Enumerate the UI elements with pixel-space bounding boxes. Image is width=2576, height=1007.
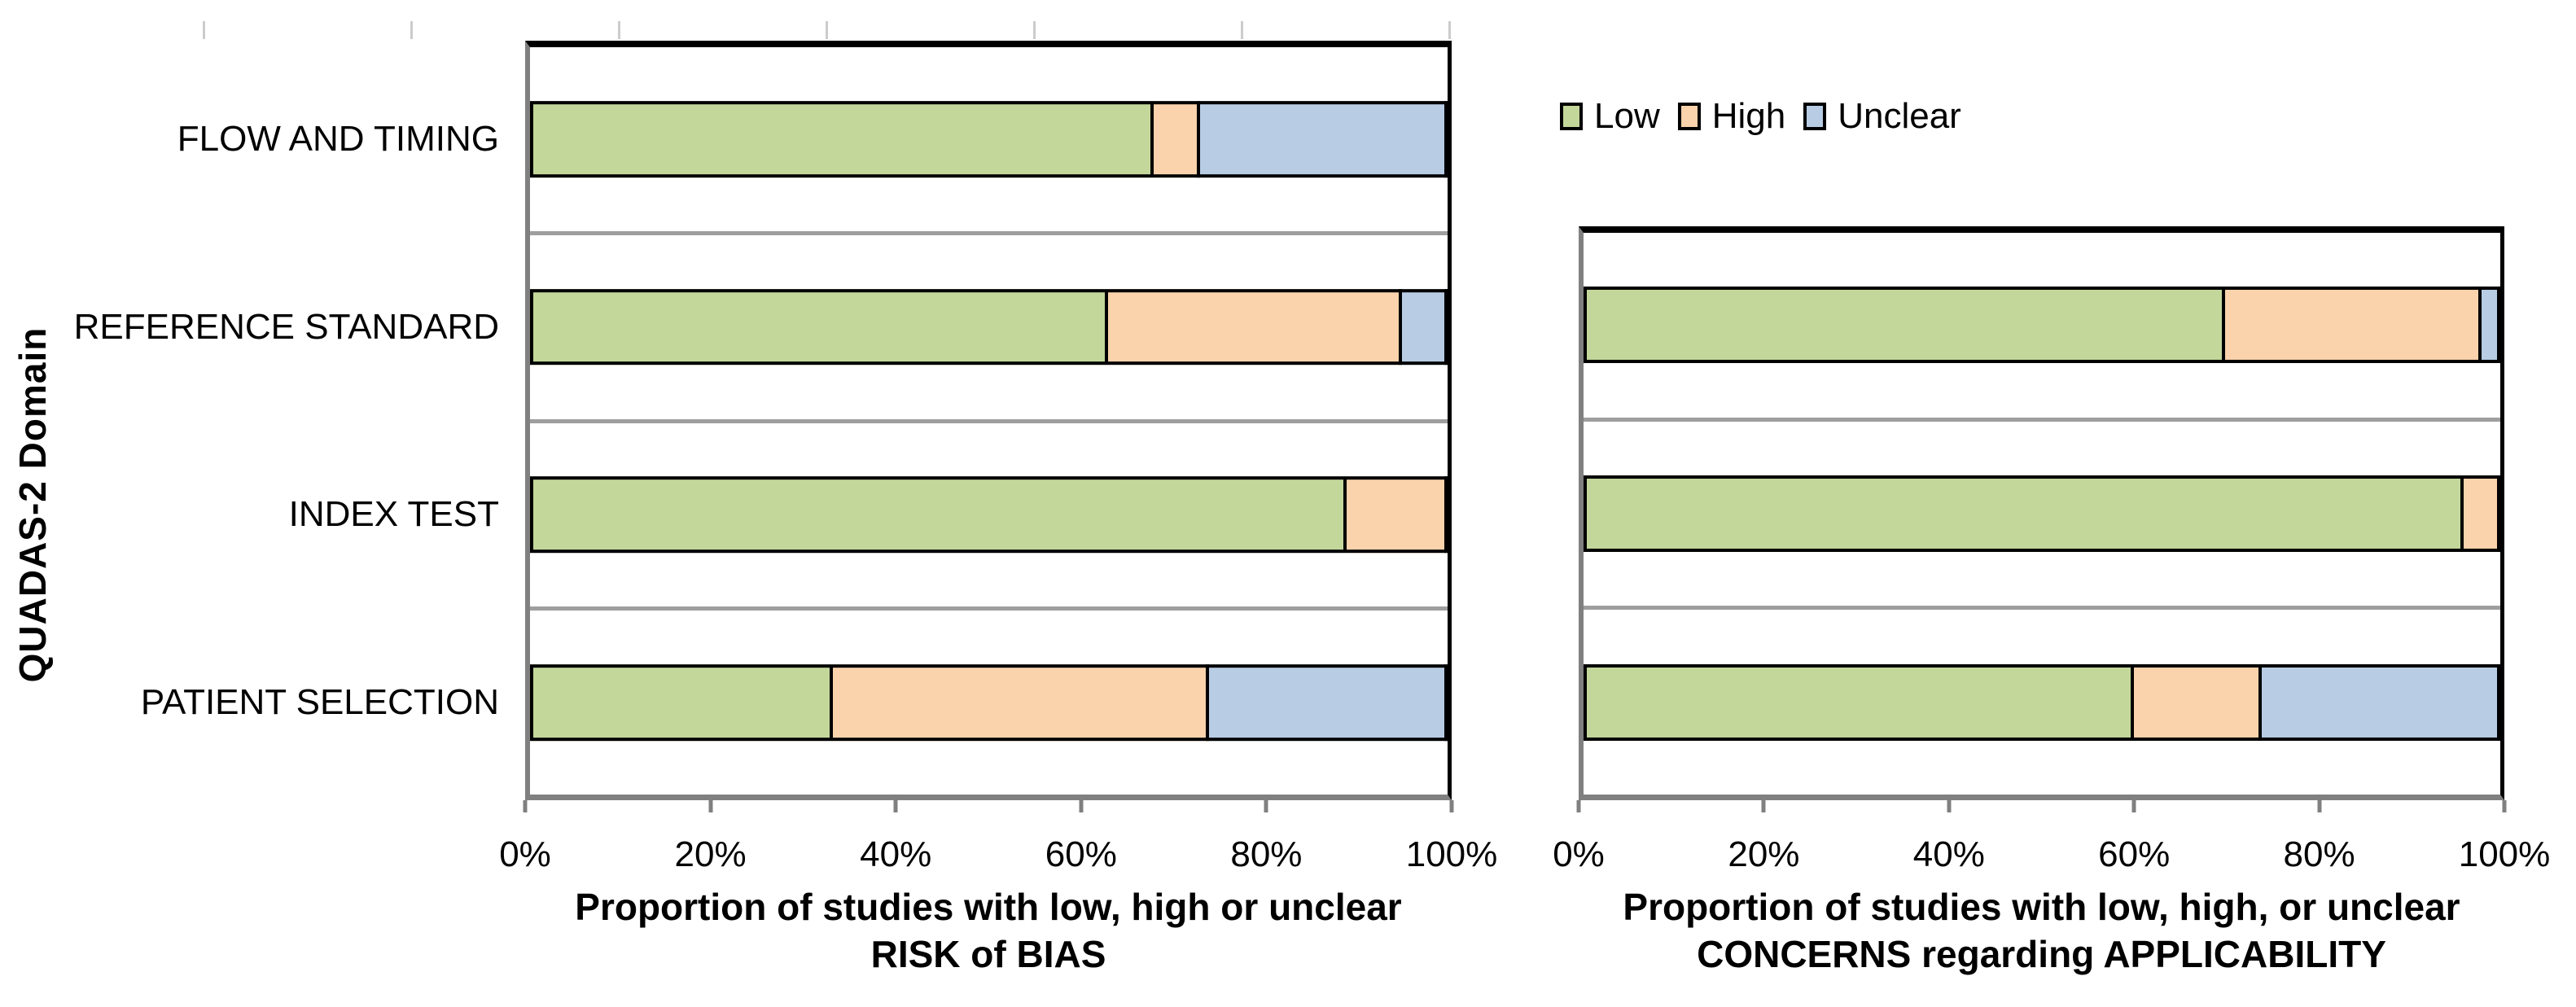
legend-swatch-low-icon bbox=[1560, 103, 1583, 130]
legend: Low High Unclear bbox=[1560, 96, 1961, 137]
x-axis-title: Proportion of studies with low, high, or… bbox=[1579, 883, 2504, 978]
x-axis-tick-label: 60% bbox=[1045, 834, 1117, 874]
stacked-bar bbox=[530, 476, 1448, 554]
artifact-tick bbox=[1241, 21, 1243, 39]
x-axis-tick bbox=[708, 800, 713, 812]
x-axis-tick bbox=[1079, 800, 1084, 812]
artifact-tick bbox=[203, 21, 205, 39]
category-label: FLOW AND TIMING bbox=[177, 118, 499, 159]
stacked-bar bbox=[1584, 475, 2500, 553]
category-band: REFERENCE STANDARD bbox=[74, 230, 1448, 419]
bar-segment-low bbox=[530, 664, 833, 741]
x-axis-title-line1: Proportion of studies with low, high or … bbox=[575, 886, 1402, 928]
x-axis-tick-label: 0% bbox=[1553, 834, 1605, 874]
artifact-tick bbox=[1033, 21, 1036, 39]
x-axis-tick bbox=[1947, 800, 1952, 812]
x-axis-tick-label: 20% bbox=[1728, 834, 1800, 874]
category-label: REFERENCE STANDARD bbox=[73, 306, 499, 347]
x-axis-tick bbox=[1449, 800, 1454, 812]
bar-segment-unclear bbox=[2482, 287, 2500, 364]
bar-segment-high bbox=[2463, 475, 2500, 553]
x-axis-tick bbox=[1761, 800, 1766, 812]
category-band: INDEX TEST bbox=[289, 418, 1448, 607]
stacked-bar bbox=[530, 664, 1448, 741]
category-band bbox=[1584, 606, 2500, 795]
y-axis-title: QUADAS-2 Domain bbox=[11, 326, 54, 683]
category-label: PATIENT SELECTION bbox=[140, 682, 499, 723]
x-axis-tick-label: 80% bbox=[1230, 834, 1303, 874]
x-axis-tick bbox=[1264, 800, 1268, 812]
bar-segment-high bbox=[1347, 476, 1448, 554]
category-label: INDEX TEST bbox=[288, 494, 499, 535]
x-axis-tick-label: 0% bbox=[499, 834, 551, 874]
x-axis-tick-label: 100% bbox=[1405, 834, 1498, 874]
x-axis-title-line2: RISK of BIAS bbox=[870, 933, 1106, 975]
artifact-tick bbox=[826, 21, 828, 39]
category-band bbox=[1584, 233, 2500, 418]
plot-area bbox=[1579, 226, 2504, 800]
category-band bbox=[1584, 417, 2500, 606]
bar-segment-low bbox=[530, 101, 1154, 177]
bar-segment-low bbox=[1584, 475, 2464, 553]
x-axis-title-line1: Proportion of studies with low, high, or… bbox=[1623, 886, 2460, 928]
bar-segment-high bbox=[832, 664, 1209, 741]
category-band: PATIENT SELECTION bbox=[141, 606, 1448, 795]
plot-area: FLOW AND TIMING REFERENCE STANDARD INDEX T… bbox=[74, 41, 1452, 800]
bar-segment-high bbox=[2225, 287, 2482, 364]
x-axis-title: Proportion of studies with low, high or … bbox=[525, 883, 1452, 978]
artifact-tick bbox=[410, 21, 413, 39]
x-axis: 0% 20% 40% 60% 80% 100% Proportion of studies … bbox=[499, 800, 1497, 1004]
bar-segment-high bbox=[1108, 288, 1402, 366]
x-axis-tick-label: 40% bbox=[1912, 834, 1985, 874]
legend-label: Unclear bbox=[1838, 96, 1961, 136]
x-axis-tick bbox=[2317, 800, 2322, 812]
bar-segment-unclear bbox=[1199, 101, 1448, 177]
legend-swatch-high-icon bbox=[1677, 103, 1701, 130]
x-axis-tick-label: 80% bbox=[2283, 834, 2355, 874]
stacked-bar bbox=[530, 288, 1448, 366]
x-axis-tick bbox=[1576, 800, 1581, 812]
x-axis-tick-label: 40% bbox=[860, 834, 932, 874]
stacked-bar bbox=[1584, 663, 2500, 741]
legend-item: High bbox=[1677, 96, 1786, 137]
bar-segment-unclear bbox=[1208, 664, 1448, 741]
x-axis: 0% 20% 40% 60% 80% 100% Proportion of studies … bbox=[1553, 800, 2550, 1004]
legend-item: Low bbox=[1560, 96, 1660, 137]
bar-segment-high bbox=[2133, 663, 2263, 741]
stacked-bar bbox=[530, 101, 1448, 177]
x-axis-tick-label: 20% bbox=[674, 834, 747, 874]
bar-segment-low bbox=[530, 476, 1347, 554]
x-axis-title-line2: CONCERNS regarding APPLICABILITY bbox=[1697, 933, 2386, 975]
legend-label: Low bbox=[1594, 96, 1660, 136]
legend-label: High bbox=[1711, 96, 1786, 136]
stacked-bar bbox=[1584, 287, 2500, 364]
bar-segment-low bbox=[1584, 287, 2226, 364]
bar-segment-low bbox=[530, 288, 1108, 366]
bar-segment-high bbox=[1154, 101, 1200, 177]
x-axis-tick bbox=[2502, 800, 2507, 812]
bar-segment-low bbox=[1584, 663, 2134, 741]
bar-segment-unclear bbox=[1401, 288, 1448, 366]
x-axis-tick bbox=[893, 800, 898, 812]
bar-segment-unclear bbox=[2262, 663, 2500, 741]
x-axis-tick-label: 60% bbox=[2098, 834, 2171, 874]
x-axis-tick bbox=[523, 800, 528, 812]
x-axis-tick-label: 100% bbox=[2458, 834, 2551, 874]
category-band: FLOW AND TIMING bbox=[177, 47, 1448, 231]
x-axis-tick bbox=[2131, 800, 2136, 812]
legend-item: Unclear bbox=[1803, 96, 1961, 137]
legend-swatch-unclear-icon bbox=[1803, 103, 1827, 130]
artifact-tick bbox=[618, 21, 620, 39]
artifact-tick bbox=[1448, 21, 1451, 39]
